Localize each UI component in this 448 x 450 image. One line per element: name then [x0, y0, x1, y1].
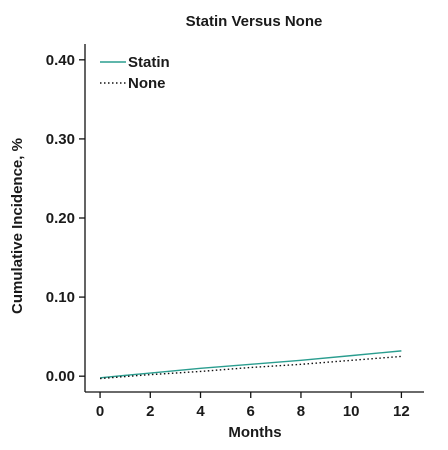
x-tick-label: 4	[196, 403, 205, 420]
chart-title: Statin Versus None	[186, 13, 323, 30]
legend-label-statin: Statin	[128, 54, 170, 71]
x-tick-label: 6	[247, 403, 255, 420]
y-tick-label: 0.10	[46, 289, 75, 306]
y-tick-label: 0.20	[46, 210, 75, 227]
legend-label-none: None	[128, 75, 166, 92]
y-axis-label: Cumulative Incidence, %	[9, 138, 26, 314]
x-tick-label: 0	[96, 403, 104, 420]
series-line-none	[100, 355, 402, 380]
x-tick-label: 10	[343, 403, 360, 420]
y-tick-label: 0.40	[46, 52, 75, 69]
y-tick-label: 0.30	[46, 131, 75, 148]
series-line-statin	[100, 350, 402, 379]
x-tick-label: 12	[393, 403, 410, 420]
x-tick-label: 2	[146, 403, 154, 420]
x-tick-label: 8	[297, 403, 305, 420]
y-tick-label: 0.00	[46, 368, 75, 385]
x-axis-label: Months	[228, 424, 281, 441]
plot-area: 0.00 0.10 0.20 0.30 0.40 0 2 4 6 8 10 12 Statin None	[46, 44, 424, 420]
